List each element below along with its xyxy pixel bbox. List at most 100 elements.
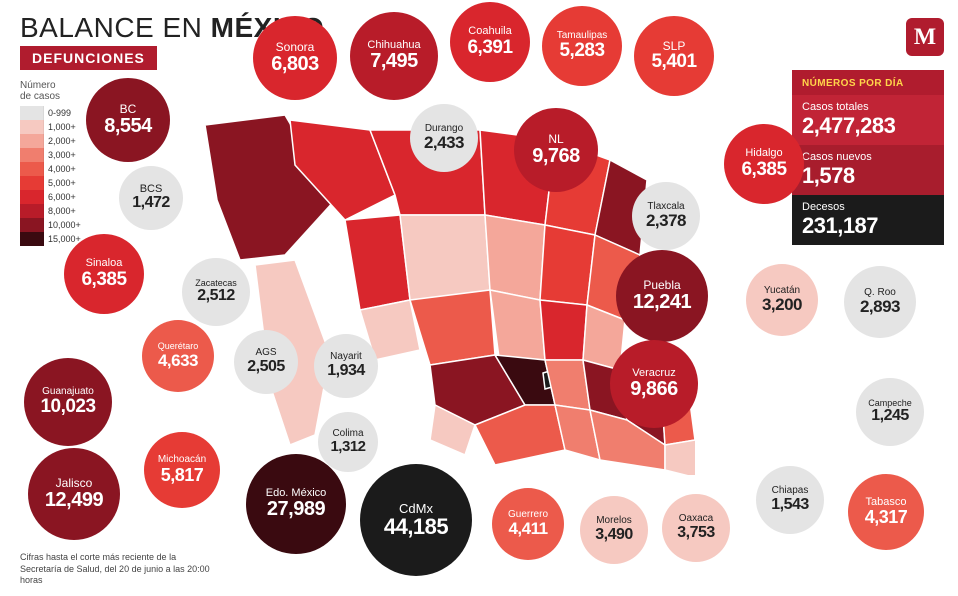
brand-logo: M <box>906 18 944 56</box>
legend-row: 1,000+ <box>20 120 81 134</box>
state-bubble: Nayarit1,934 <box>314 334 378 398</box>
state-value: 6,391 <box>467 38 512 58</box>
state-value: 2,433 <box>424 134 464 152</box>
legend-label: 8,000+ <box>48 206 76 216</box>
title-pre: BALANCE EN <box>20 12 211 43</box>
state-bubble: Zacatecas2,512 <box>182 258 250 326</box>
legend-swatch <box>20 134 44 148</box>
legend-label: 3,000+ <box>48 150 76 160</box>
legend-label: 2,000+ <box>48 136 76 146</box>
legend-label: 0-999 <box>48 108 71 118</box>
state-value: 2,512 <box>197 288 235 305</box>
stats-cell-value: 231,187 <box>802 213 934 239</box>
legend-swatch <box>20 232 44 246</box>
state-value: 3,200 <box>762 296 802 314</box>
legend-label: 4,000+ <box>48 164 76 174</box>
legend-row: 10,000+ <box>20 218 81 232</box>
legend-row: 8,000+ <box>20 204 81 218</box>
state-value: 5,817 <box>161 466 204 485</box>
stats-header: NÚMEROS POR DÍA <box>792 70 944 95</box>
legend-row: 5,000+ <box>20 176 81 190</box>
state-value: 1,312 <box>330 439 365 455</box>
stage: BALANCE EN MÉXICODEFUNCIONESMNÚMEROS POR… <box>0 0 958 596</box>
state-bubble: Michoacán5,817 <box>144 432 220 508</box>
state-bubble: Yucatán3,200 <box>746 264 818 336</box>
state-bubble: Durango2,433 <box>410 104 478 172</box>
legend: Númerode casos 0-999 1,000+ 2,000+ 3,000+ 4,0… <box>20 80 81 246</box>
legend-row: 0-999 <box>20 106 81 120</box>
stats-cell-value: 2,477,283 <box>802 113 934 139</box>
stats-cell-value: 1,578 <box>802 163 934 189</box>
legend-swatch <box>20 204 44 218</box>
state-name: CdMx <box>399 502 433 516</box>
state-value: 9,768 <box>532 146 580 167</box>
state-value: 2,378 <box>646 212 686 230</box>
stats-cell-label: Decesos <box>802 201 934 213</box>
state-value: 4,633 <box>158 352 198 370</box>
state-bubble: AGS2,505 <box>234 330 298 394</box>
state-bubble: Morelos3,490 <box>580 496 648 564</box>
state-bubble: Tabasco4,317 <box>848 474 924 550</box>
legend-row: 3,000+ <box>20 148 81 162</box>
state-bubble: Coahuila6,391 <box>450 2 530 82</box>
state-value: 6,385 <box>741 160 786 180</box>
state-value: 2,893 <box>860 298 900 316</box>
legend-swatch <box>20 176 44 190</box>
state-value: 12,241 <box>633 292 691 313</box>
state-value: 1,934 <box>327 363 365 380</box>
legend-label: 15,000+ <box>48 234 81 244</box>
state-value: 9,866 <box>630 379 678 400</box>
state-value: 6,803 <box>271 54 319 75</box>
state-bubble: BCS1,472 <box>119 166 183 230</box>
state-value: 3,753 <box>677 525 715 542</box>
state-bubble: Veracruz9,866 <box>610 340 698 428</box>
legend-label: 6,000+ <box>48 192 76 202</box>
legend-label: 5,000+ <box>48 178 76 188</box>
legend-label: 1,000+ <box>48 122 76 132</box>
state-value: 1,472 <box>132 195 170 212</box>
legend-swatch <box>20 106 44 120</box>
state-value: 2,505 <box>247 359 285 376</box>
state-name: Jalisco <box>56 477 93 490</box>
state-bubble: Tlaxcala2,378 <box>632 182 700 250</box>
legend-label: 10,000+ <box>48 220 81 230</box>
state-bubble: Edo. México27,989 <box>246 454 346 554</box>
state-value: 3,490 <box>595 527 633 544</box>
state-bubble: Chiapas1,543 <box>756 466 824 534</box>
state-bubble: Tamaulipas5,283 <box>542 6 622 86</box>
state-value: 44,185 <box>384 515 448 538</box>
state-bubble: Campeche1,245 <box>856 378 924 446</box>
state-name: NL <box>548 133 563 146</box>
stats-box: NÚMEROS POR DÍACasos totales2,477,283Cas… <box>792 70 944 245</box>
state-bubble: Puebla12,241 <box>616 250 708 342</box>
legend-row: 6,000+ <box>20 190 81 204</box>
state-bubble: SLP5,401 <box>634 16 714 96</box>
state-bubble: Guerrero4,411 <box>492 488 564 560</box>
state-bubble: CdMx44,185 <box>360 464 472 576</box>
legend-swatch <box>20 218 44 232</box>
state-value: 1,245 <box>871 408 909 425</box>
stats-cell: Casos nuevos1,578 <box>792 145 944 195</box>
state-bubble: Oaxaca3,753 <box>662 494 730 562</box>
state-value: 8,554 <box>104 116 152 137</box>
state-bubble: Jalisco12,499 <box>28 448 120 540</box>
state-value: 5,401 <box>651 52 696 72</box>
legend-swatch <box>20 190 44 204</box>
legend-swatch <box>20 162 44 176</box>
state-value: 4,317 <box>865 508 908 527</box>
state-value: 12,499 <box>45 490 103 511</box>
state-value: 4,411 <box>508 520 547 538</box>
state-bubble: NL9,768 <box>514 108 598 192</box>
state-bubble: Sinaloa6,385 <box>64 234 144 314</box>
state-value: 6,385 <box>81 270 126 290</box>
state-bubble: Chihuahua7,495 <box>350 12 438 100</box>
stats-header-label: NÚMEROS POR DÍA <box>802 78 934 89</box>
subtitle-bar: DEFUNCIONES <box>20 46 157 70</box>
state-value: 1,543 <box>771 497 809 514</box>
state-bubble: BC8,554 <box>86 78 170 162</box>
footnote: Cifras hasta el corte más reciente de la… <box>20 552 220 587</box>
legend-header: Númerode casos <box>20 80 81 102</box>
state-value: 27,989 <box>267 499 325 520</box>
state-bubble: Querétaro4,633 <box>142 320 214 392</box>
state-name: Puebla <box>643 279 680 292</box>
